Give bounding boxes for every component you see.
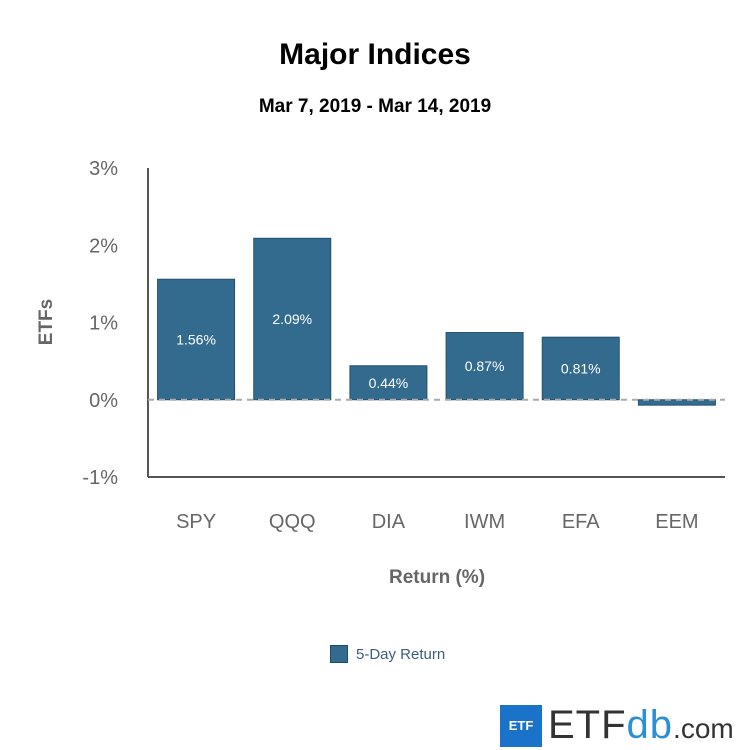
- y-tick-label: 2%: [89, 235, 118, 257]
- bar-spy: [157, 278, 236, 401]
- y-axis-title: ETFs: [36, 299, 57, 345]
- x-axis-title: Return (%): [389, 567, 485, 588]
- bar-efa: [541, 336, 620, 401]
- bar-dia: [349, 365, 428, 401]
- data-label: 2.09%: [272, 311, 312, 327]
- data-label: 0.87%: [465, 358, 505, 374]
- y-tick-label: 3%: [89, 158, 118, 180]
- logo-box: ETF: [500, 704, 542, 747]
- data-label: 1.56%: [176, 331, 216, 347]
- logo-etf: ETF: [548, 703, 627, 747]
- data-label: 0.44%: [369, 375, 409, 391]
- x-tick-label: QQQ: [269, 511, 316, 533]
- bar-iwm: [445, 332, 524, 401]
- legend: 5-Day Return: [330, 645, 445, 663]
- y-tick-label: 1%: [89, 313, 118, 335]
- x-tick-label: EFA: [562, 511, 600, 533]
- data-label: 0.81%: [561, 360, 601, 376]
- chart-title: Major Indices: [279, 38, 471, 71]
- legend-label: 5-Day Return: [356, 645, 446, 663]
- logo-com: .com: [673, 713, 734, 744]
- x-tick-label: EEM: [655, 511, 698, 533]
- x-tick-label: SPY: [176, 511, 216, 533]
- bar-qqq: [253, 237, 332, 401]
- x-tick-label: IWM: [464, 511, 505, 533]
- x-tick-label: DIA: [372, 511, 406, 533]
- y-tick-label: 0%: [89, 390, 118, 412]
- etfdb-logo: ETF ETFdb.com: [500, 703, 734, 748]
- logo-db: db: [626, 703, 674, 747]
- legend-swatch: [330, 645, 348, 663]
- y-tick-label: -1%: [82, 467, 118, 489]
- chart-subtitle: Mar 7, 2019 - Mar 14, 2019: [258, 96, 492, 117]
